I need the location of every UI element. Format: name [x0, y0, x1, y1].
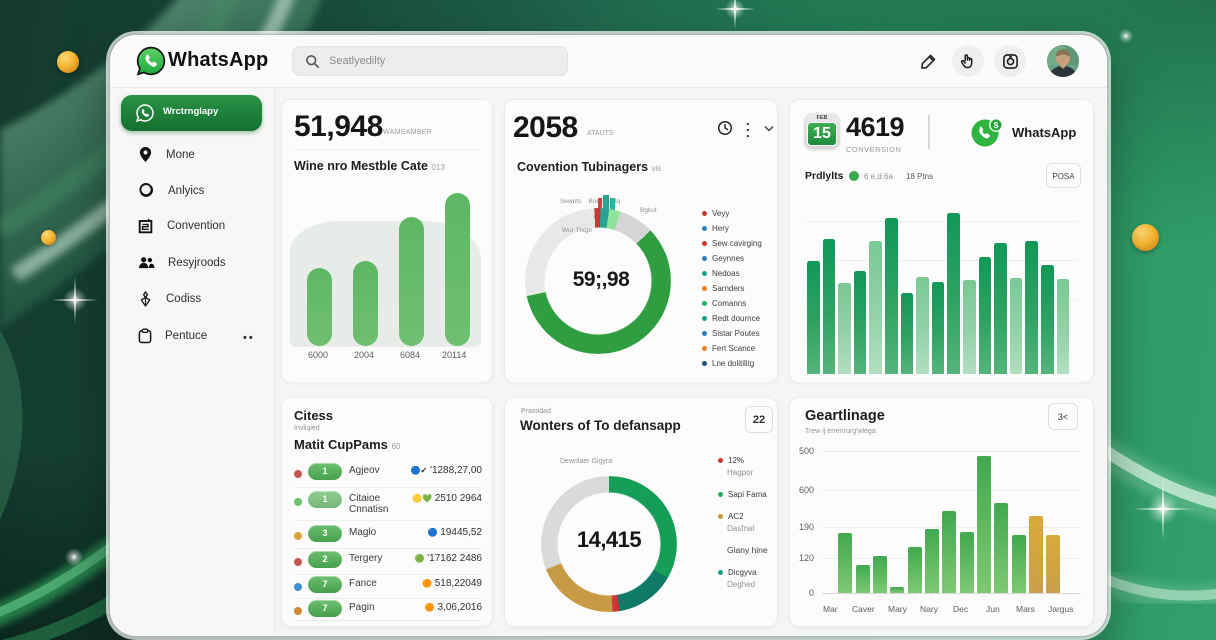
svg-text:$: $	[994, 120, 999, 130]
